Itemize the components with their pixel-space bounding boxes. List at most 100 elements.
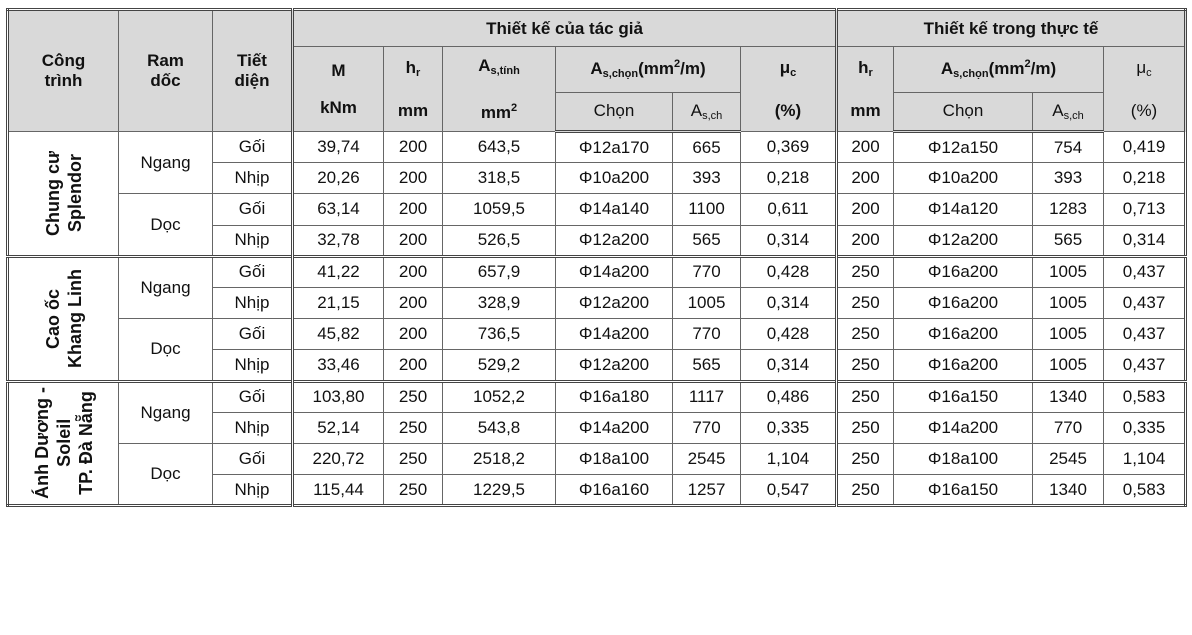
header-cell: As,ch xyxy=(672,91,741,134)
header-text: A xyxy=(590,59,603,79)
value-cell: 0,713 xyxy=(1102,193,1187,226)
value-cell: 1117 xyxy=(672,379,741,413)
value-cell: Φ14a200 xyxy=(555,254,673,288)
value-cell: 0,437 xyxy=(1102,254,1187,288)
header-text: Công trình xyxy=(41,51,86,90)
value-cell: 200 xyxy=(383,254,443,288)
table-row: Cao ốc Khang Linh Ngang Gối 41,22 200 657,9 Φ14… xyxy=(7,254,1187,382)
value-cell: 250 xyxy=(383,411,443,444)
value-cell: Φ14a120 xyxy=(893,193,1033,226)
value-cell: 200 xyxy=(383,130,443,164)
value-cell: 103,80 xyxy=(291,379,384,413)
value-cell: Φ16a200 xyxy=(893,349,1033,382)
value-cell: 200 xyxy=(383,224,443,257)
value-cell: 770 xyxy=(672,254,741,288)
value-cell: 657,9 xyxy=(442,254,556,288)
header-text: A xyxy=(690,100,703,120)
header-cell: Chọn xyxy=(555,91,673,134)
subscript: r xyxy=(416,67,421,79)
value-cell: 1005 xyxy=(1032,286,1104,320)
subscript: s,chọn xyxy=(602,68,639,81)
value-cell: 0,547 xyxy=(740,474,837,507)
value-cell: 0,314 xyxy=(740,224,837,257)
value-cell: Φ12a200 xyxy=(555,349,673,382)
value-cell: 393 xyxy=(672,162,741,195)
value-cell: 736,5 xyxy=(442,318,556,351)
value-cell: 1,104 xyxy=(1102,442,1187,476)
value-cell: 21,15 xyxy=(291,286,384,320)
header-cell: As,ch xyxy=(1032,91,1104,134)
header-text: (mm xyxy=(988,59,1025,79)
value-cell: 0,437 xyxy=(1102,318,1187,351)
value-cell: 0,428 xyxy=(740,318,837,351)
subscript: s,ch xyxy=(702,109,723,122)
superscript: 2 xyxy=(1024,58,1031,71)
subscript: s,chọn xyxy=(953,68,989,81)
project-cell: Chung cư Splendor xyxy=(7,131,119,257)
header-text: M xyxy=(331,61,346,80)
value-cell: 32,78 xyxy=(291,224,384,257)
project-name: Cao ốc Khang Linh xyxy=(42,269,86,368)
group-header: Thiết kế của tác giả xyxy=(291,9,837,47)
header-text: h xyxy=(858,58,869,77)
table-row: Dọc Gối 220,72 250 2518,2 Φ18a100 2545 1,104 250… xyxy=(8,442,1187,507)
value-cell: Φ14a200 xyxy=(893,411,1033,444)
value-cell: 250 xyxy=(835,318,894,351)
project-cell: Cao ốc Khang Linh xyxy=(7,254,119,382)
value-cell: 0,437 xyxy=(1102,349,1187,382)
header-text: (%) xyxy=(774,101,802,120)
table-row: Nhịp 32,78 200 526,5 Φ12a200 565 0,314 200 Φ12a2… xyxy=(8,224,1187,257)
value-cell: 1100 xyxy=(672,193,741,226)
value-cell: 1340 xyxy=(1032,379,1104,413)
header-text: Tiết diện xyxy=(234,51,270,90)
value-cell: 250 xyxy=(835,349,894,382)
value-cell: 2518,2 xyxy=(442,442,556,476)
header-text: mm xyxy=(850,101,881,120)
table-row: Nhịp 20,26 200 318,5 Φ10a200 393 0,218 200 Φ10a2… xyxy=(8,162,1187,195)
value-cell: 200 xyxy=(383,286,443,320)
value-cell: 0,419 xyxy=(1102,130,1187,164)
value-cell: 1005 xyxy=(1032,318,1104,351)
value-cell: 393 xyxy=(1032,162,1104,195)
value-cell: 250 xyxy=(835,411,894,444)
value-cell: Φ10a200 xyxy=(893,162,1033,195)
value-cell: 0,369 xyxy=(740,130,837,164)
subscript: c xyxy=(790,67,797,79)
header-cell: Chọn xyxy=(893,91,1033,134)
value-cell: 2545 xyxy=(1032,442,1104,476)
value-cell: 200 xyxy=(835,130,894,164)
table-body: Chung cư Splendor Ngang Gối 39,74 200 643,5 Φ12… xyxy=(7,130,1187,507)
header-cell: As,chọn(mm2/m) xyxy=(893,46,1104,93)
header-text: h xyxy=(405,58,417,77)
value-cell: 770 xyxy=(672,411,741,444)
header-cell: μc (%) xyxy=(1102,46,1187,132)
direction-cell: Ngang xyxy=(118,130,213,195)
value-cell: Φ16a150 xyxy=(893,379,1033,413)
direction-cell: Dọc xyxy=(118,442,213,507)
project-name-line: Splendor xyxy=(64,154,85,233)
section-cell: Nhịp xyxy=(212,224,293,257)
value-cell: Φ18a100 xyxy=(893,442,1033,476)
value-cell: 250 xyxy=(835,379,894,413)
table-row: Ánh Dương - Soleil TP. Đà Nẵng Ngang Gối 103,… xyxy=(7,379,1187,507)
value-cell: Φ16a180 xyxy=(555,379,673,413)
header-cell: Ram dốc xyxy=(118,9,213,132)
value-cell: 0,583 xyxy=(1102,474,1187,507)
value-cell: 1257 xyxy=(672,474,741,507)
header-cell: As,tính mm2 xyxy=(442,46,556,132)
value-cell: 200 xyxy=(835,193,894,226)
value-cell: 0,218 xyxy=(740,162,837,195)
value-cell: 770 xyxy=(1032,411,1104,444)
value-cell: 200 xyxy=(383,162,443,195)
project-name-line: Soleil xyxy=(53,419,74,468)
value-cell: Φ18a100 xyxy=(555,442,673,476)
table-header: Công trình Ram dốc Tiết diện Thiết kế củ… xyxy=(7,9,1187,134)
superscript: 2 xyxy=(674,58,681,71)
value-cell: 0,335 xyxy=(740,411,837,444)
value-cell: 33,46 xyxy=(291,349,384,382)
header-cell: As,chọn(mm2/m) xyxy=(555,46,741,93)
value-cell: 250 xyxy=(835,254,894,288)
